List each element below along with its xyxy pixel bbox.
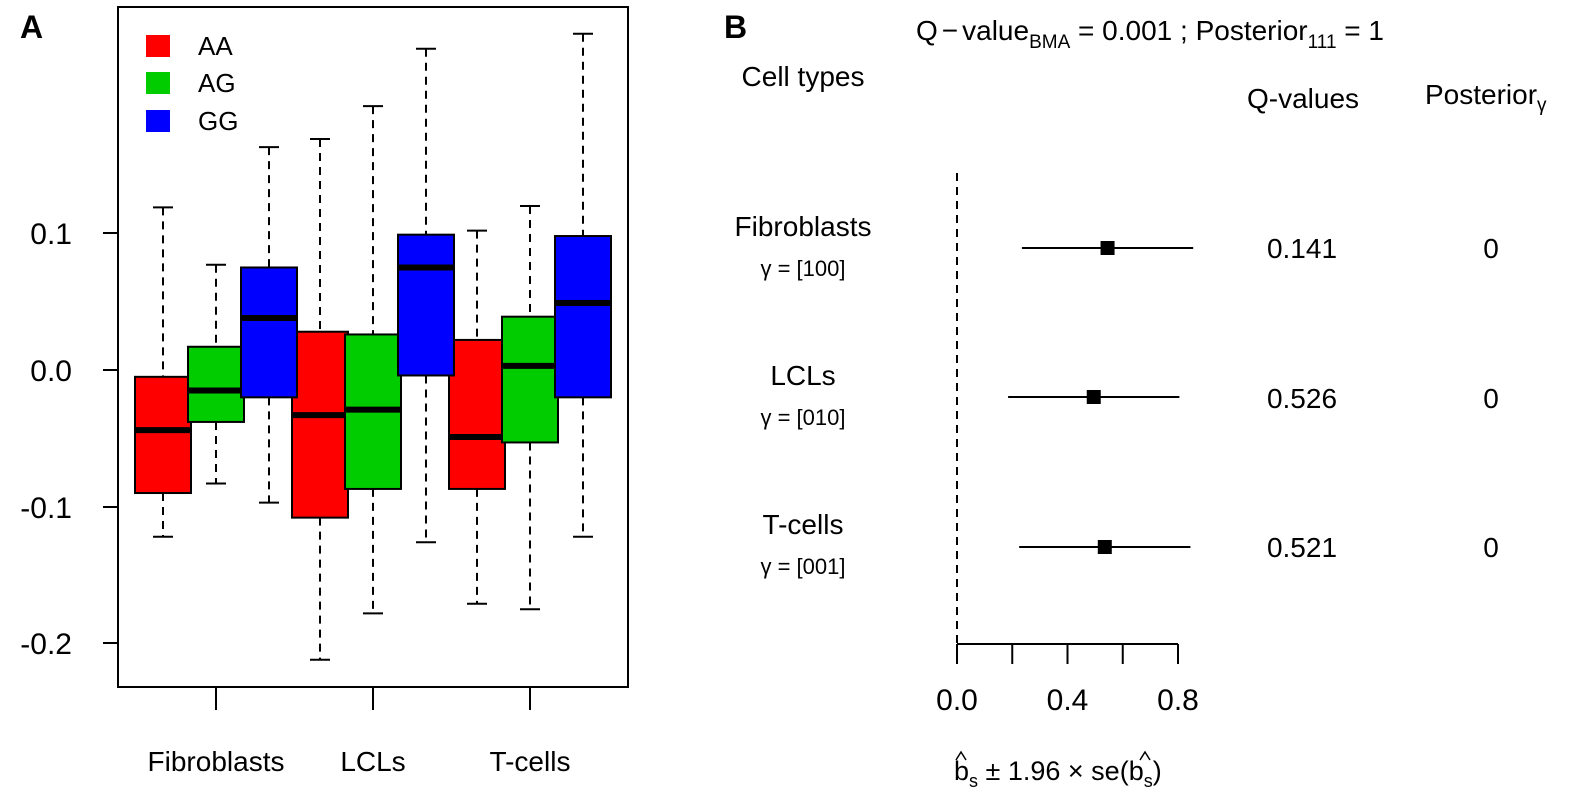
header-q-values: Q-values <box>1247 83 1359 114</box>
title-minus: − <box>942 15 958 46</box>
x-axis-label-b: bs ± 1.96 × se(bs) <box>954 750 1162 791</box>
xlabel-b2: b <box>1129 756 1144 786</box>
row-gamma-lcls: γ = [010] <box>760 405 845 430</box>
forest-plot: 0.0 0.4 0.8 <box>936 173 1199 717</box>
y-axis-a: 0.1 0.0 -0.1 -0.2 <box>20 218 118 661</box>
estimate-point-fibroblasts <box>1100 241 1115 255</box>
title-q-eq: = 0.001 ; Posterior <box>1070 15 1307 46</box>
row-qvalue-fibroblasts: 0.141 <box>1267 233 1337 264</box>
title-value: value <box>962 15 1029 46</box>
legend-a: AA AG GG <box>146 31 238 136</box>
x-tick-label-b-1: 0.4 <box>1047 684 1089 717</box>
panel-a: A 0.1 0.0 -0.1 -0.2 Fibroblasts LCLs T-c… <box>20 6 629 777</box>
box-plots <box>134 32 612 661</box>
xlabel-b1: b <box>954 756 969 786</box>
header-posterior-word: Posterior <box>1425 79 1537 110</box>
x-label-lcls: LCLs <box>340 746 405 777</box>
row-gamma-tcells: γ = [001] <box>760 554 845 579</box>
panel-b: B Q − valueBMA = 0.001 ; Posterior111 = 1 … <box>724 9 1547 791</box>
x-label-fibroblasts: Fibroblasts <box>148 746 285 777</box>
xlabel-s1: s <box>969 771 978 791</box>
row-posterior-tcells: 0 <box>1483 532 1499 563</box>
title-q: Q <box>916 15 938 46</box>
row-posterior-fibroblasts: 0 <box>1483 233 1499 264</box>
box-aa-fibroblasts <box>134 375 192 495</box>
box-gg-fibroblasts <box>240 266 298 399</box>
row-posterior-lcls: 0 <box>1483 383 1499 414</box>
box-aa-lcls <box>291 330 349 519</box>
box-aa-tcells <box>448 338 506 490</box>
y-tick-label-0: 0.1 <box>30 218 72 251</box>
x-axis-a: Fibroblasts LCLs T-cells <box>148 687 571 777</box>
estimate-point-lcls <box>1086 390 1101 404</box>
row-name-tcells: T-cells <box>763 509 844 540</box>
header-cell-types: Cell types <box>742 61 865 92</box>
box-gg-tcells <box>554 235 612 399</box>
y-tick-label-1: 0.0 <box>30 355 72 388</box>
title-post-sub: 111 <box>1308 32 1337 53</box>
panel-a-label: A <box>20 9 43 45</box>
legend-swatch-ag <box>146 72 170 94</box>
estimate-point-tcells <box>1097 540 1112 554</box>
title-q-sub: BMA <box>1029 32 1071 53</box>
legend-swatch-gg <box>146 110 170 132</box>
row-name-fibroblasts: Fibroblasts <box>735 211 872 242</box>
legend-label-aa: AA <box>198 31 233 61</box>
title-post-eq: = 1 <box>1337 15 1384 46</box>
legend-label-ag: AG <box>198 68 236 98</box>
x-tick-label-b-0: 0.0 <box>936 684 978 717</box>
row-qvalue-tcells: 0.521 <box>1267 532 1337 563</box>
xlabel-close: ) <box>1153 756 1162 786</box>
box-ag-tcells <box>501 315 559 444</box>
box-gg-lcls <box>397 233 455 377</box>
x-tick-label-b-2: 0.8 <box>1157 684 1199 717</box>
x-label-tcells: T-cells <box>490 746 571 777</box>
hat-icon-1 <box>955 750 967 761</box>
header-posterior: Posteriorγ <box>1425 79 1547 116</box>
row-gamma-fibroblasts: γ = [100] <box>760 256 845 281</box>
row-name-lcls: LCLs <box>770 360 835 391</box>
panel-b-label: B <box>724 9 747 45</box>
row-qvalue-lcls: 0.526 <box>1267 383 1337 414</box>
xlabel-text: bs ± 1.96 × se(bs) <box>954 756 1162 791</box>
header-posterior-sub: γ <box>1537 95 1547 116</box>
legend-label-gg: GG <box>198 106 238 136</box>
hat-icon-2 <box>1139 750 1151 761</box>
box-ag-fibroblasts <box>187 345 245 423</box>
panel-b-title: Q − valueBMA = 0.001 ; Posterior111 = 1 <box>916 15 1384 53</box>
xlabel-mid: ± 1.96 × se( <box>978 756 1129 786</box>
legend-swatch-aa <box>146 35 170 57</box>
xlabel-s2: s <box>1144 771 1153 791</box>
y-tick-label-2: -0.1 <box>20 492 72 525</box>
y-tick-label-3: -0.2 <box>20 628 72 661</box>
